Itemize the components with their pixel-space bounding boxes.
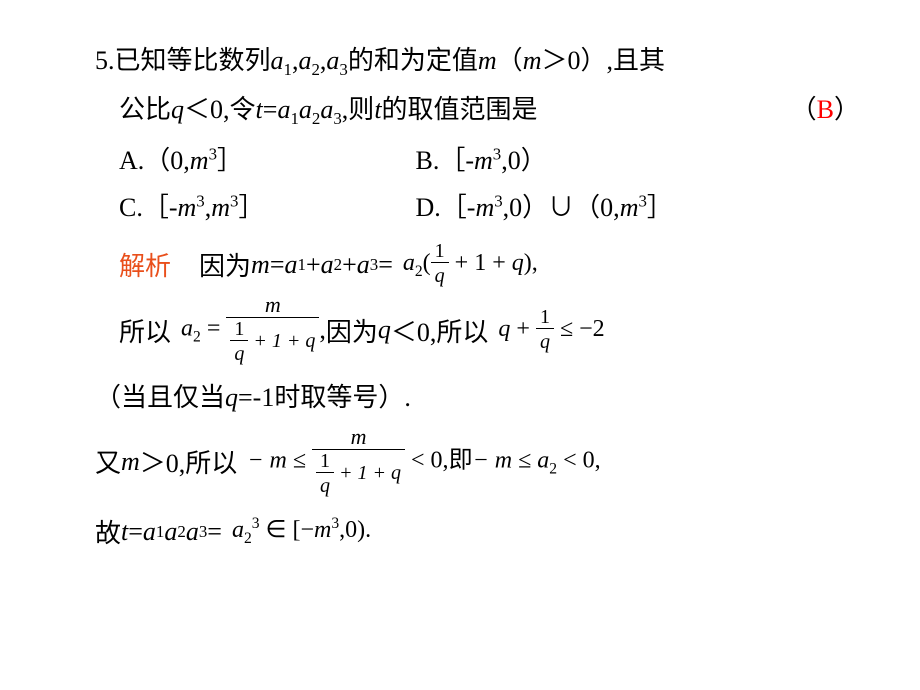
options-row-1: A.（0,m3］ B.［-m3,0） — [95, 138, 855, 185]
math-expr-5: a23 ∈ [−m3,0). — [232, 515, 371, 548]
option-b: B.［-m3,0） — [416, 146, 547, 175]
options-row-2: C.［-m3,m3］ D.［-m3,0）∪（0,m3］ — [95, 185, 855, 232]
answer-letter: B — [817, 95, 834, 124]
solution-line-5: 故t=a1a2a3= a23 ∈ [−m3,0). — [95, 513, 855, 550]
option-c: C.［-m3,m3］ — [119, 185, 409, 232]
solution-line-4: 又m＞0,所以 − m ≤ m1q + 1 + q < 0,即− m ≤ a2 … — [95, 425, 855, 499]
math-expr-4: − m ≤ m1q + 1 + q < 0,即− m ≤ a2 < 0, — [247, 425, 600, 499]
solution-line-2: 所以 a2 = m1q + 1 + q , 因为q＜0,所以 q + 1q ≤ … — [95, 293, 855, 367]
math-expr-1: a2(1q + 1 + q), — [403, 240, 538, 289]
math-expr-2: a2 = m1q + 1 + q — [181, 293, 319, 367]
problem-line-2: 公比q＜0,令t=a1a2a3,则t的取值范围是 （B） — [95, 89, 855, 132]
slide-content: 5.已知等比数列a1,a2,a3的和为定值m（m＞0）,且其 公比q＜0,令t=… — [95, 40, 855, 550]
solution-line-3: （当且仅当q=-1时取等号）. — [95, 377, 855, 419]
problem-line-1: 5.已知等比数列a1,a2,a3的和为定值m（m＞0）,且其 — [95, 40, 855, 83]
jiexi-label: 解析 — [119, 246, 171, 283]
option-a: A.（0,m3］ — [119, 138, 409, 185]
solution-line-1: 解析 因为 m=a1+a2+a3= a2(1q + 1 + q), — [95, 240, 855, 289]
answer-paren: （B） — [791, 89, 860, 131]
problem-number: 5. — [95, 46, 115, 75]
option-d: D.［-m3,0）∪（0,m3］ — [416, 193, 673, 222]
math-expr-3: q + 1q ≤ −2 — [498, 306, 604, 355]
